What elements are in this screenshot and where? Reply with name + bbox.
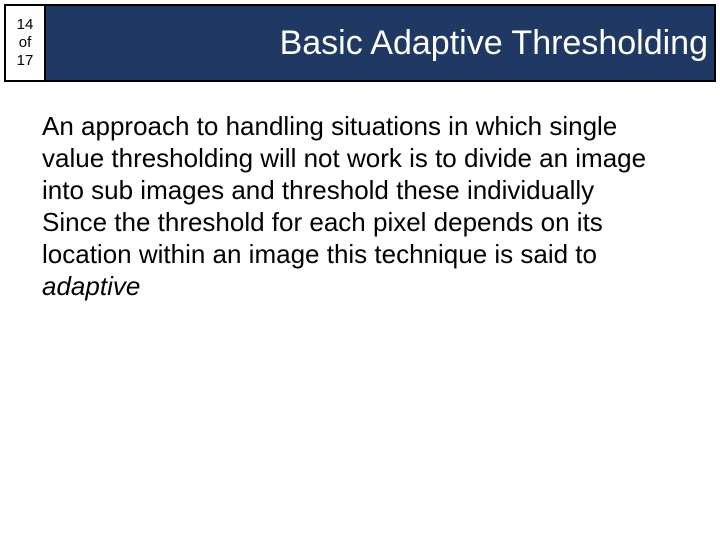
page-total: 17 bbox=[17, 52, 34, 70]
page-current: 14 bbox=[17, 16, 34, 34]
slide-body: An approach to handling situations in wh… bbox=[42, 110, 678, 302]
slide: 14 of 17 Basic Adaptive Thresholding An … bbox=[0, 0, 720, 540]
paragraph-2: Since the threshold for each pixel depen… bbox=[42, 206, 678, 302]
paragraph-2-text: Since the threshold for each pixel depen… bbox=[42, 207, 603, 269]
slide-title: Basic Adaptive Thresholding bbox=[280, 24, 708, 63]
page-of-label: of bbox=[19, 34, 32, 52]
page-counter: 14 of 17 bbox=[4, 4, 44, 82]
slide-header: 14 of 17 Basic Adaptive Thresholding bbox=[4, 4, 716, 82]
paragraph-1: An approach to handling situations in wh… bbox=[42, 110, 678, 206]
paragraph-2-emphasis: adaptive bbox=[42, 271, 140, 301]
title-bar: Basic Adaptive Thresholding bbox=[44, 4, 716, 82]
